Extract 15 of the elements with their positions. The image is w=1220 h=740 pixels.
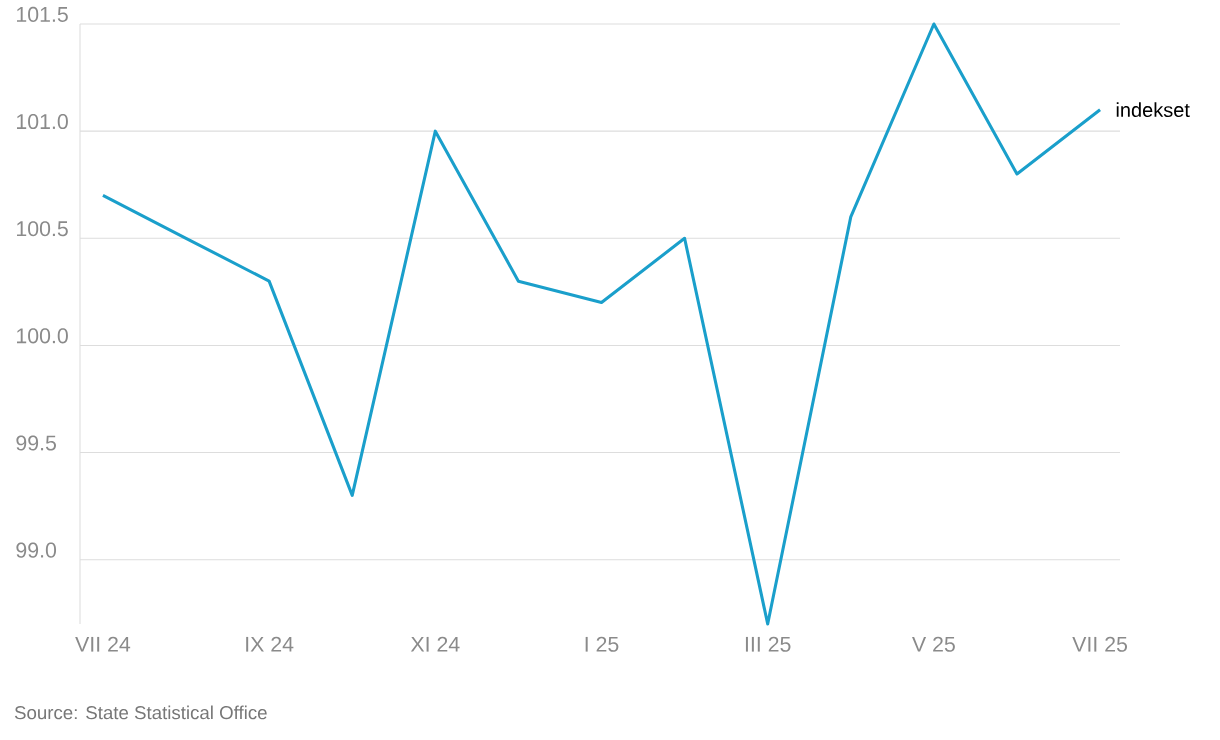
source-note: Source: State Statistical Office	[14, 705, 267, 720]
y-tick-label: 99.0	[16, 542, 57, 558]
x-tick-label: I 25	[585, 636, 619, 652]
x-tick-label: XI 24	[410, 636, 460, 652]
y-tick-label: 100.0	[17, 328, 68, 344]
y-tick-label: 101.0	[17, 114, 68, 130]
x-tick-label: V 25	[912, 636, 955, 652]
series-label: indekset	[1116, 102, 1190, 118]
x-tick-label: VII 25	[1072, 636, 1128, 652]
y-tick-label: 99.5	[16, 435, 56, 451]
x-tick-label: III 25	[745, 636, 791, 652]
y-tick-label: 100.5	[17, 221, 68, 237]
y-tick-label: 101.5	[17, 6, 68, 22]
x-tick-label: IX 24	[246, 636, 294, 652]
x-tick-label: VII 24	[75, 636, 131, 652]
